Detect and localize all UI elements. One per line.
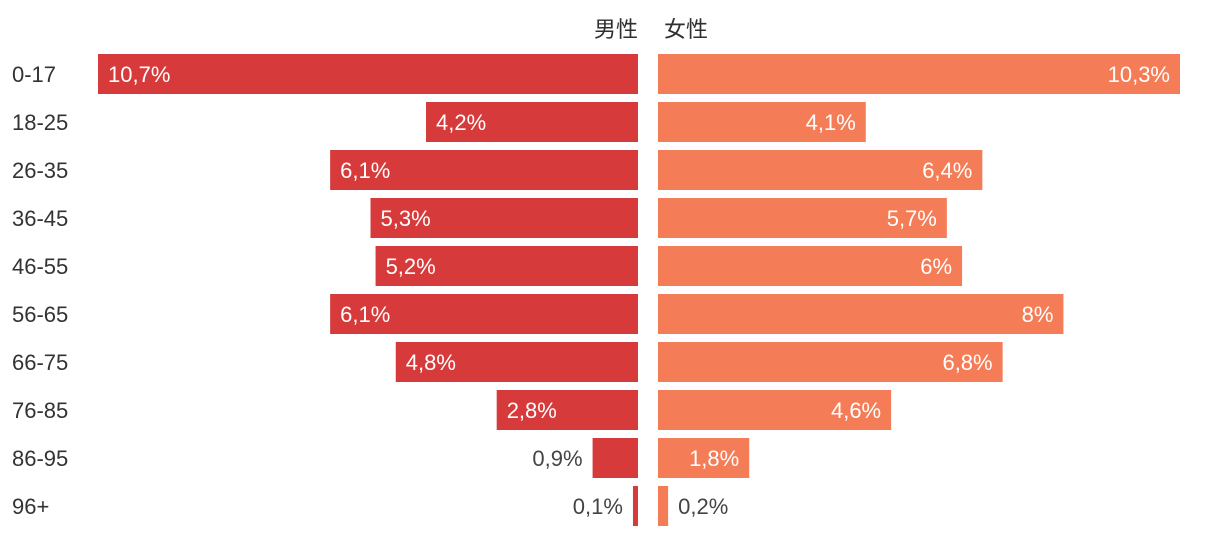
category-label: 18-25 [12, 110, 68, 135]
category-label: 66-75 [12, 350, 68, 375]
female-value-label: 1,8% [689, 446, 739, 471]
female-value-label: 8% [1022, 302, 1054, 327]
category-label: 46-55 [12, 254, 68, 279]
female-bar [658, 246, 963, 286]
male-bar [370, 198, 638, 238]
female-bar [658, 198, 947, 238]
male-value-label: 5,3% [381, 206, 431, 231]
male-bar [632, 486, 638, 526]
female-value-label: 6,4% [922, 158, 972, 183]
female-bar [658, 150, 983, 190]
legend: 男性 女性 [594, 17, 708, 42]
female-bar [658, 390, 892, 430]
legend-male: 男性 [594, 17, 638, 42]
category-label: 0-17 [12, 62, 56, 87]
female-bar [658, 342, 1003, 382]
category-label: 26-35 [12, 158, 68, 183]
male-value-label: 6,1% [340, 302, 390, 327]
female-value-label: 0,2% [678, 494, 728, 519]
female-bar [658, 438, 750, 478]
male-value-label: 5,2% [386, 254, 436, 279]
legend-female: 女性 [664, 17, 708, 42]
female-value-label: 6% [920, 254, 952, 279]
male-bar [592, 438, 638, 478]
male-value-label: 4,2% [436, 110, 486, 135]
bars [98, 54, 1180, 526]
male-bar [375, 246, 638, 286]
male-bar [395, 342, 638, 382]
male-bar [330, 150, 638, 190]
category-label: 56-65 [12, 302, 68, 327]
female-bar [658, 294, 1064, 334]
category-label: 96+ [12, 494, 49, 519]
male-value-label: 6,1% [340, 158, 390, 183]
category-labels: 0-17 18-25 26-35 36-45 46-55 56-65 66-75 76-85 8… [12, 62, 68, 519]
male-value-label: 10,7% [108, 62, 170, 87]
male-value-label: 0,1% [573, 494, 623, 519]
female-bar [658, 54, 1180, 94]
female-value-label: 10,3% [1108, 62, 1170, 87]
category-label: 86-95 [12, 446, 68, 471]
male-bar [330, 294, 638, 334]
value-labels: 10,7% 10,3% 4,2% 4,1% 6,1% 6,4% 5,3% 5,7% 5,2% 6%… [108, 62, 1170, 519]
category-label: 76-85 [12, 398, 68, 423]
female-value-label: 6,8% [942, 350, 992, 375]
category-label: 36-45 [12, 206, 68, 231]
male-bar [426, 102, 638, 142]
male-value-label: 0,9% [532, 446, 582, 471]
female-value-label: 5,7% [887, 206, 937, 231]
female-bar [658, 486, 669, 526]
male-bar [496, 390, 638, 430]
male-value-label: 2,8% [507, 398, 557, 423]
male-bar [98, 54, 638, 94]
male-value-label: 4,8% [406, 350, 456, 375]
female-value-label: 4,6% [831, 398, 881, 423]
female-bar [658, 102, 866, 142]
female-value-label: 4,1% [806, 110, 856, 135]
